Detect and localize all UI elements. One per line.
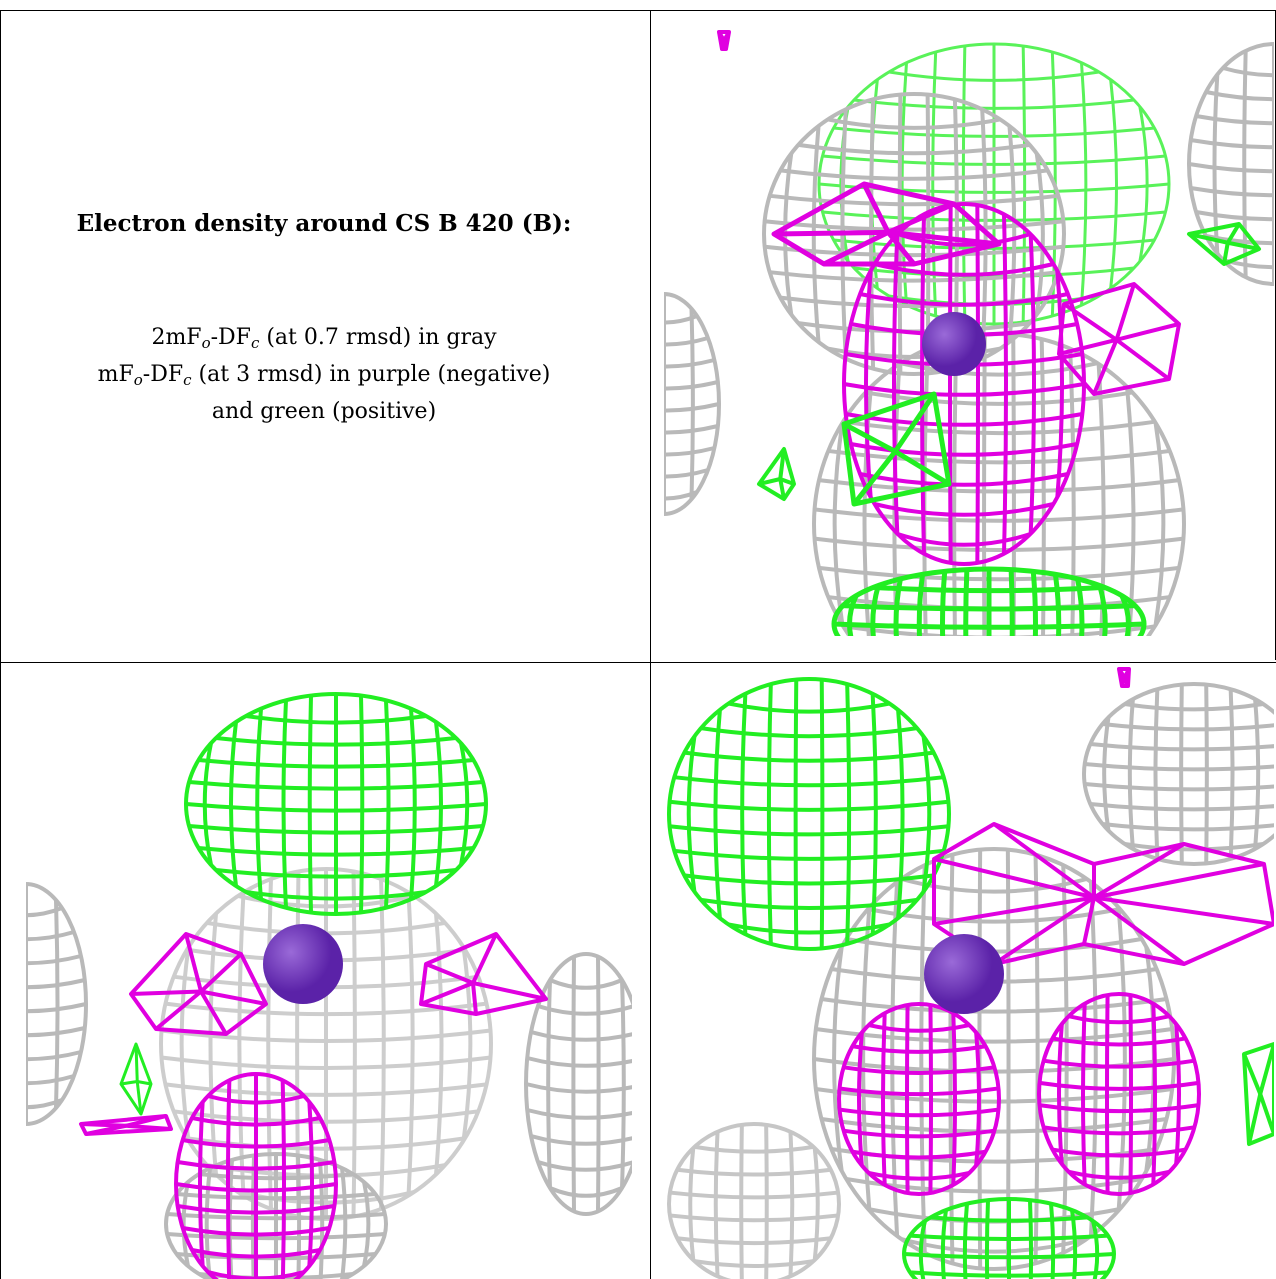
gray-blob-right-edge xyxy=(524,952,632,1216)
density-mesh-bottom-left xyxy=(26,692,632,1279)
magenta-cage-top xyxy=(771,181,1002,267)
l2-post: (at 3 rmsd) in purple (negative) xyxy=(191,362,551,387)
green-cage-right xyxy=(1242,1042,1274,1146)
green-blob-bottom xyxy=(831,566,1147,636)
border-top xyxy=(0,10,1276,11)
caption-legend: 2mFo-DFc (at 0.7 rmsd) in gray mFo-DFc (… xyxy=(0,322,648,428)
gray-blob-center xyxy=(812,847,1176,1271)
gray-blob-top-right xyxy=(1082,682,1274,866)
border-middle xyxy=(650,10,651,1279)
caption-line-1: 2mFo-DFc (at 0.7 rmsd) in gray xyxy=(0,322,648,359)
metal-atom xyxy=(924,934,1004,1014)
green-blob-bottom xyxy=(902,1197,1116,1279)
magenta-mesh-bottom xyxy=(174,1072,338,1279)
magenta-band-upper xyxy=(932,822,1274,966)
l1-post: (at 0.7 rmsd) in gray xyxy=(259,325,497,350)
metal-atom xyxy=(263,924,343,1004)
density-mesh-bottom-right xyxy=(667,667,1274,1279)
magenta-spike-left xyxy=(79,1114,173,1136)
gray-blob-top-right xyxy=(1187,42,1274,286)
l2-sub-c: c xyxy=(183,371,192,389)
caption-line-3: and green (positive) xyxy=(211,399,437,424)
gray-blob-bottom-left xyxy=(667,1122,841,1279)
caption-line-2: mFo-DFc (at 3 rmsd) in purple (negative) xyxy=(0,359,648,396)
magenta-mesh-left xyxy=(837,1002,1001,1196)
l2-mid: -DF xyxy=(142,362,184,387)
green-blob-top xyxy=(184,692,488,916)
gray-blob-left-edge xyxy=(26,882,88,1126)
green-cage-left xyxy=(841,391,952,507)
magenta-cage-right xyxy=(1057,282,1181,396)
l1-mid: -DF xyxy=(210,325,251,350)
border-center xyxy=(0,662,1276,663)
green-diamond-right xyxy=(1187,222,1261,266)
view-bottom-left xyxy=(26,664,632,1279)
density-mesh-top-right xyxy=(664,30,1274,636)
gray-blob-left-edge xyxy=(664,292,721,516)
green-diamond-left xyxy=(757,447,796,501)
caption-panel: Electron density around CS B 420 (B): 2m… xyxy=(0,0,648,662)
green-diamond-left xyxy=(119,1042,153,1116)
l2-pre: mF xyxy=(97,362,134,387)
green-blob-top-left xyxy=(667,677,951,951)
magenta-tip-top xyxy=(717,30,731,51)
view-top-right xyxy=(664,14,1274,636)
view-bottom-right xyxy=(664,664,1274,1279)
l1-pre: 2mF xyxy=(151,325,202,350)
metal-atom xyxy=(922,312,986,376)
magenta-tip-top xyxy=(1117,667,1131,688)
l1-sub-c: c xyxy=(250,334,260,352)
magenta-mesh-core xyxy=(842,202,1086,566)
gray-blob-lower xyxy=(812,332,1186,636)
magenta-cage-left xyxy=(129,932,268,1036)
gray-blob-upper xyxy=(762,92,1066,376)
l1-sub-o: o xyxy=(201,334,211,352)
caption-title: Electron density around CS B 420 (B): xyxy=(76,210,572,237)
magenta-cage-right xyxy=(419,932,548,1016)
magenta-mesh-right xyxy=(1037,992,1201,1196)
l2-sub-o: o xyxy=(133,371,143,389)
border-left xyxy=(0,10,1,1279)
